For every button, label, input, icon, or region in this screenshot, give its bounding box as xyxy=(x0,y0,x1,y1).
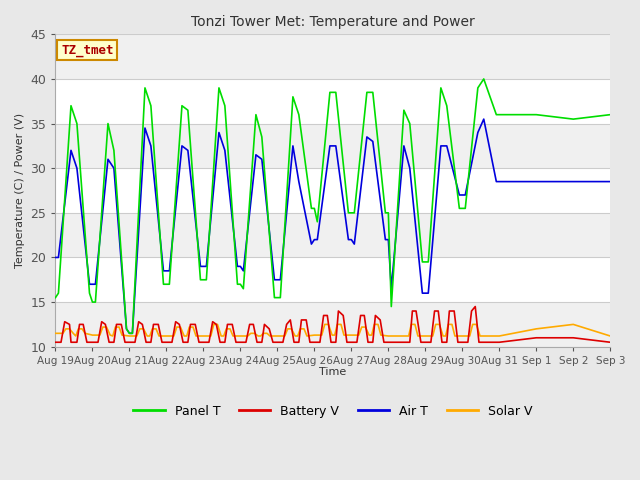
Bar xyxy=(56,168,611,213)
Bar xyxy=(56,35,611,79)
X-axis label: Time: Time xyxy=(319,367,346,377)
Bar xyxy=(56,79,611,123)
Bar xyxy=(56,213,611,257)
Legend: Panel T, Battery V, Air T, Solar V: Panel T, Battery V, Air T, Solar V xyxy=(128,400,538,423)
Title: Tonzi Tower Met: Temperature and Power: Tonzi Tower Met: Temperature and Power xyxy=(191,15,475,29)
Text: TZ_tmet: TZ_tmet xyxy=(61,44,113,57)
Bar xyxy=(56,123,611,168)
Bar xyxy=(56,302,611,347)
Bar xyxy=(56,257,611,302)
Y-axis label: Temperature (C) / Power (V): Temperature (C) / Power (V) xyxy=(15,113,25,268)
